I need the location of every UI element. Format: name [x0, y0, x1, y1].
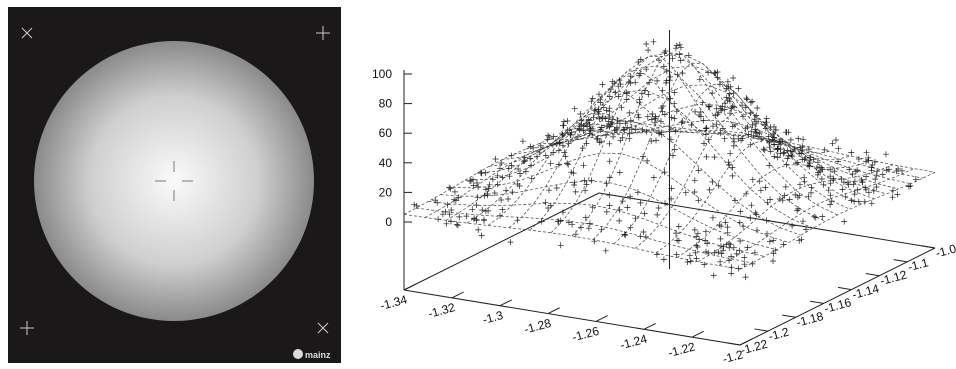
x-tick-label: -1.32: [427, 300, 457, 321]
x-tick: [548, 308, 560, 314]
mesh-line: [677, 161, 872, 258]
x-tick-label: -1.26: [571, 324, 601, 345]
x-tick: [404, 284, 416, 290]
z-tick-label: 20: [379, 185, 393, 199]
x-tick: [644, 323, 656, 329]
mesh-line: [526, 66, 862, 204]
y-tick: [754, 329, 767, 331]
x-tick: [596, 316, 608, 322]
logo-mark: [293, 349, 303, 359]
mesh-line: [698, 165, 893, 262]
mesh-line: [467, 126, 662, 223]
y-tick-label: -1.08: [934, 240, 956, 261]
figure: mainz 100 80 60 40 20 0 -1.34 -1.32 -1.3 -1.28 -1.…: [0, 0, 956, 369]
mesh-line: [425, 121, 620, 218]
x-tick: [500, 300, 512, 306]
y-tick-label: -1.22: [739, 337, 769, 358]
z-tick-label: 40: [379, 156, 393, 170]
z-tick-label: 100: [372, 67, 392, 81]
z-tick-label: 0: [385, 215, 392, 229]
x-tick-label: -1.34: [379, 292, 409, 313]
z-tick-label: 60: [379, 126, 393, 140]
x-tick-label: -1.22: [667, 339, 697, 360]
base-edge: [404, 193, 599, 290]
y-tick-label: -1.14: [851, 281, 881, 302]
y-tick: [727, 343, 740, 345]
y-tick-label: -1.16: [823, 295, 853, 316]
mesh-line: [453, 153, 789, 242]
surface-plot: 100 80 60 40 20 0 -1.34 -1.32 -1.3 -1.28 -1.26 -1.2…: [372, 30, 956, 366]
mesh-line: [550, 105, 886, 194]
y-tick: [922, 246, 935, 248]
y-tick-label: -1.18: [795, 309, 825, 330]
z-tick-label: 80: [379, 97, 393, 111]
y-tick-label: -1.12: [878, 267, 908, 288]
x-tick-label: -1.24: [619, 332, 649, 353]
image-panel: mainz: [8, 7, 341, 363]
y-tick-label: -1.2: [767, 325, 791, 344]
x-tick-label: -1.28: [523, 316, 553, 337]
x-tick-label: -1.3: [481, 308, 505, 327]
mesh-line: [656, 140, 851, 253]
x-tick: [452, 292, 464, 298]
scatter-points: [411, 39, 919, 280]
mesh-line: [614, 84, 809, 244]
logo: mainz: [305, 350, 331, 360]
disc: [34, 41, 314, 321]
x-tick: [692, 331, 704, 337]
mesh-line: [593, 63, 788, 240]
y-tick-label: -1.1: [906, 255, 930, 274]
